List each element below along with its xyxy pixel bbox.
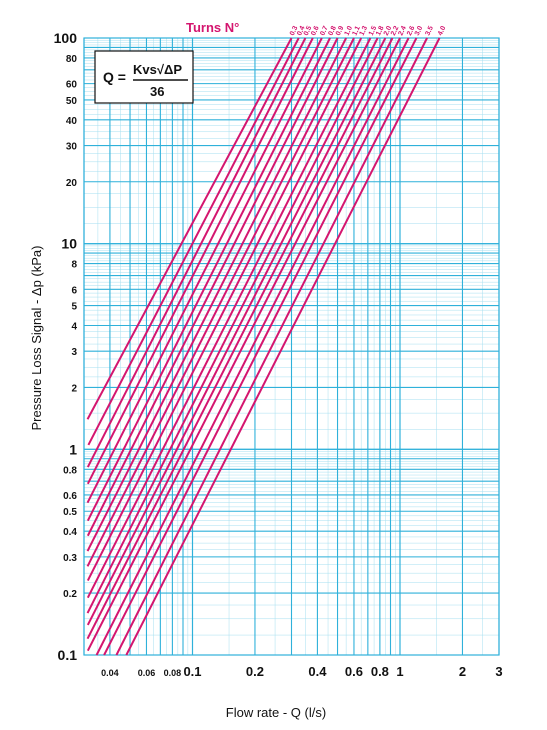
series-line	[86, 37, 339, 537]
y-tick-label: 0.3	[63, 553, 77, 564]
series-label: 0.3	[289, 25, 300, 37]
y-tick-label: 8	[71, 260, 77, 271]
y-tick-label: 0.8	[63, 465, 77, 476]
x-tick-label: 0.04	[101, 668, 119, 678]
y-tick-label: 1	[69, 441, 77, 457]
series-line	[86, 37, 387, 626]
series-label: 0.5	[303, 25, 314, 37]
x-tick-label: 0.08	[164, 668, 182, 678]
series-label: 0.9	[335, 25, 346, 37]
series-line	[86, 37, 372, 599]
series-label: 2.0	[383, 25, 394, 37]
series-line	[86, 37, 401, 652]
y-axis-title: Pressure Loss Signal - Δp (kPa)	[29, 246, 44, 431]
series-line	[86, 37, 379, 614]
y-tick-label: 30	[66, 142, 78, 153]
series-line	[86, 37, 307, 468]
chart-series: 0.30.40.50.60.70.80.91.01.11.31.51.82.02…	[86, 25, 448, 656]
y-tick-label: 0.5	[63, 507, 77, 518]
series-line	[86, 37, 323, 504]
series-line	[87, 37, 300, 446]
series-label: 0.4	[296, 25, 307, 37]
y-tick-label: 0.2	[63, 589, 77, 600]
series-label: 4.0	[437, 25, 448, 37]
x-tick-label: 0.8	[371, 664, 389, 679]
y-tick-label: 3	[71, 347, 77, 358]
y-tick-label: 0.6	[63, 491, 77, 502]
series-label: 1.8	[375, 25, 386, 37]
x-tick-label: 0.4	[308, 664, 327, 679]
series-label: 1.1	[351, 25, 362, 37]
series-line	[115, 37, 428, 656]
x-tick-label: 0.2	[246, 664, 264, 679]
x-tick-label: 1	[396, 664, 403, 679]
y-tick-label: 100	[54, 30, 78, 46]
x-tick-label: 0.06	[138, 668, 156, 678]
formula-numerator: Kvs√ΔP	[133, 62, 182, 77]
y-tick-label: 0.4	[63, 527, 77, 538]
y-tick-label: 80	[66, 54, 78, 65]
series-label: 2.6	[406, 25, 417, 37]
series-label: 3.0	[414, 25, 425, 37]
series-line	[103, 37, 418, 656]
y-tick-label: 5	[71, 302, 77, 313]
y-tick-label: 6	[71, 285, 77, 296]
x-tick-label: 0.1	[183, 664, 201, 679]
y-tick-label: 2	[71, 383, 77, 394]
series-label: 2.2	[390, 25, 401, 37]
series-label: 0.6	[310, 25, 321, 37]
formula-denominator: 36	[150, 84, 164, 99]
x-tick-label: 3	[495, 664, 502, 679]
series-label: 0.7	[319, 25, 330, 37]
series-line	[86, 37, 394, 640]
series-line	[86, 37, 314, 485]
series-line	[125, 37, 441, 656]
legend-title: Turns N°	[186, 20, 239, 35]
y-tick-label: 20	[66, 178, 78, 189]
y-tick-label: 40	[66, 116, 78, 127]
x-axis-title: Flow rate - Q (l/s)	[226, 705, 326, 720]
formula-frame	[94, 50, 194, 104]
series-label: 1.0	[344, 25, 355, 37]
series-line	[86, 37, 348, 552]
chart-ticks: 0.1 0.2 0.3 0.4 0.5 0.6 0.8 1 2 3 4 5 6 8 10 20 30 40 50 60…	[54, 30, 503, 679]
series-line	[86, 37, 363, 582]
series-label: 3.5	[425, 25, 436, 37]
series-line	[95, 37, 410, 656]
y-tick-label: 4	[71, 322, 77, 333]
series-line	[86, 37, 293, 420]
series-label: 1.3	[359, 25, 370, 37]
series-label: 1.5	[368, 25, 379, 37]
y-tick-label: 50	[66, 96, 78, 107]
formula-box: Q = Kvs√ΔP 36	[94, 50, 194, 104]
series-line	[86, 37, 331, 522]
series-line	[86, 37, 355, 567]
y-tick-label: 10	[61, 236, 77, 252]
series-label: 2.4	[397, 25, 408, 37]
x-tick-label: 2	[459, 664, 466, 679]
x-tick-label: 0.6	[345, 664, 363, 679]
y-tick-label: 60	[66, 80, 78, 91]
series-label: 0.8	[327, 25, 338, 37]
y-tick-label: 0.1	[58, 647, 78, 663]
formula-lhs: Q =	[103, 69, 126, 85]
